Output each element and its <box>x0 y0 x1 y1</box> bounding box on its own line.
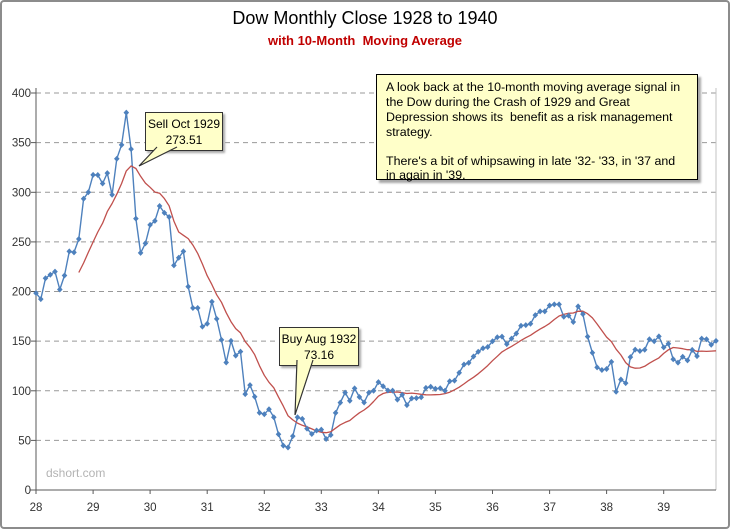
svg-text:100: 100 <box>12 386 31 398</box>
sell-signal-callout: Sell Oct 1929 273.51 <box>145 112 223 151</box>
svg-text:37: 37 <box>543 502 556 514</box>
svg-text:38: 38 <box>600 502 613 514</box>
buy-callout-label: Buy Aug 1932 <box>281 332 357 346</box>
svg-text:36: 36 <box>486 502 499 514</box>
svg-text:31: 31 <box>201 502 214 514</box>
annotation-note: A look back at the 10-month moving avera… <box>376 74 698 182</box>
buy-callout-pointer-icon <box>294 359 314 416</box>
chart-title: Dow Monthly Close 1928 to 1940 <box>232 8 498 28</box>
svg-text:30: 30 <box>144 502 157 514</box>
svg-text:33: 33 <box>315 502 328 514</box>
svg-text:35: 35 <box>429 502 442 514</box>
annotation-paragraph-1: A look back at the 10-month moving avera… <box>386 80 684 139</box>
annotation-paragraph-2: There's a bit of whipsawing in late '32-… <box>386 153 679 183</box>
svg-text:300: 300 <box>12 187 31 199</box>
svg-text:34: 34 <box>372 502 385 514</box>
sell-callout-label: Sell Oct 1929 <box>147 117 221 131</box>
svg-text:29: 29 <box>87 502 100 514</box>
svg-text:39: 39 <box>657 502 670 514</box>
svg-text:50: 50 <box>18 435 31 447</box>
svg-text:28: 28 <box>30 502 43 514</box>
sell-callout-pointer-icon <box>138 146 178 167</box>
watermark: dshort.com <box>46 466 106 480</box>
chart-subtitle: with 10-Month Moving Average <box>267 33 463 48</box>
sell-callout-value: 273.51 <box>165 133 203 147</box>
svg-text:0: 0 <box>25 485 31 497</box>
svg-text:32: 32 <box>258 502 271 514</box>
svg-text:400: 400 <box>12 88 31 100</box>
svg-text:350: 350 <box>12 138 31 150</box>
svg-text:150: 150 <box>12 336 31 348</box>
svg-text:200: 200 <box>12 287 31 299</box>
buy-callout-value: 73.16 <box>303 348 335 362</box>
buy-signal-callout: Buy Aug 1932 73.16 <box>279 327 359 366</box>
svg-text:250: 250 <box>12 237 31 249</box>
